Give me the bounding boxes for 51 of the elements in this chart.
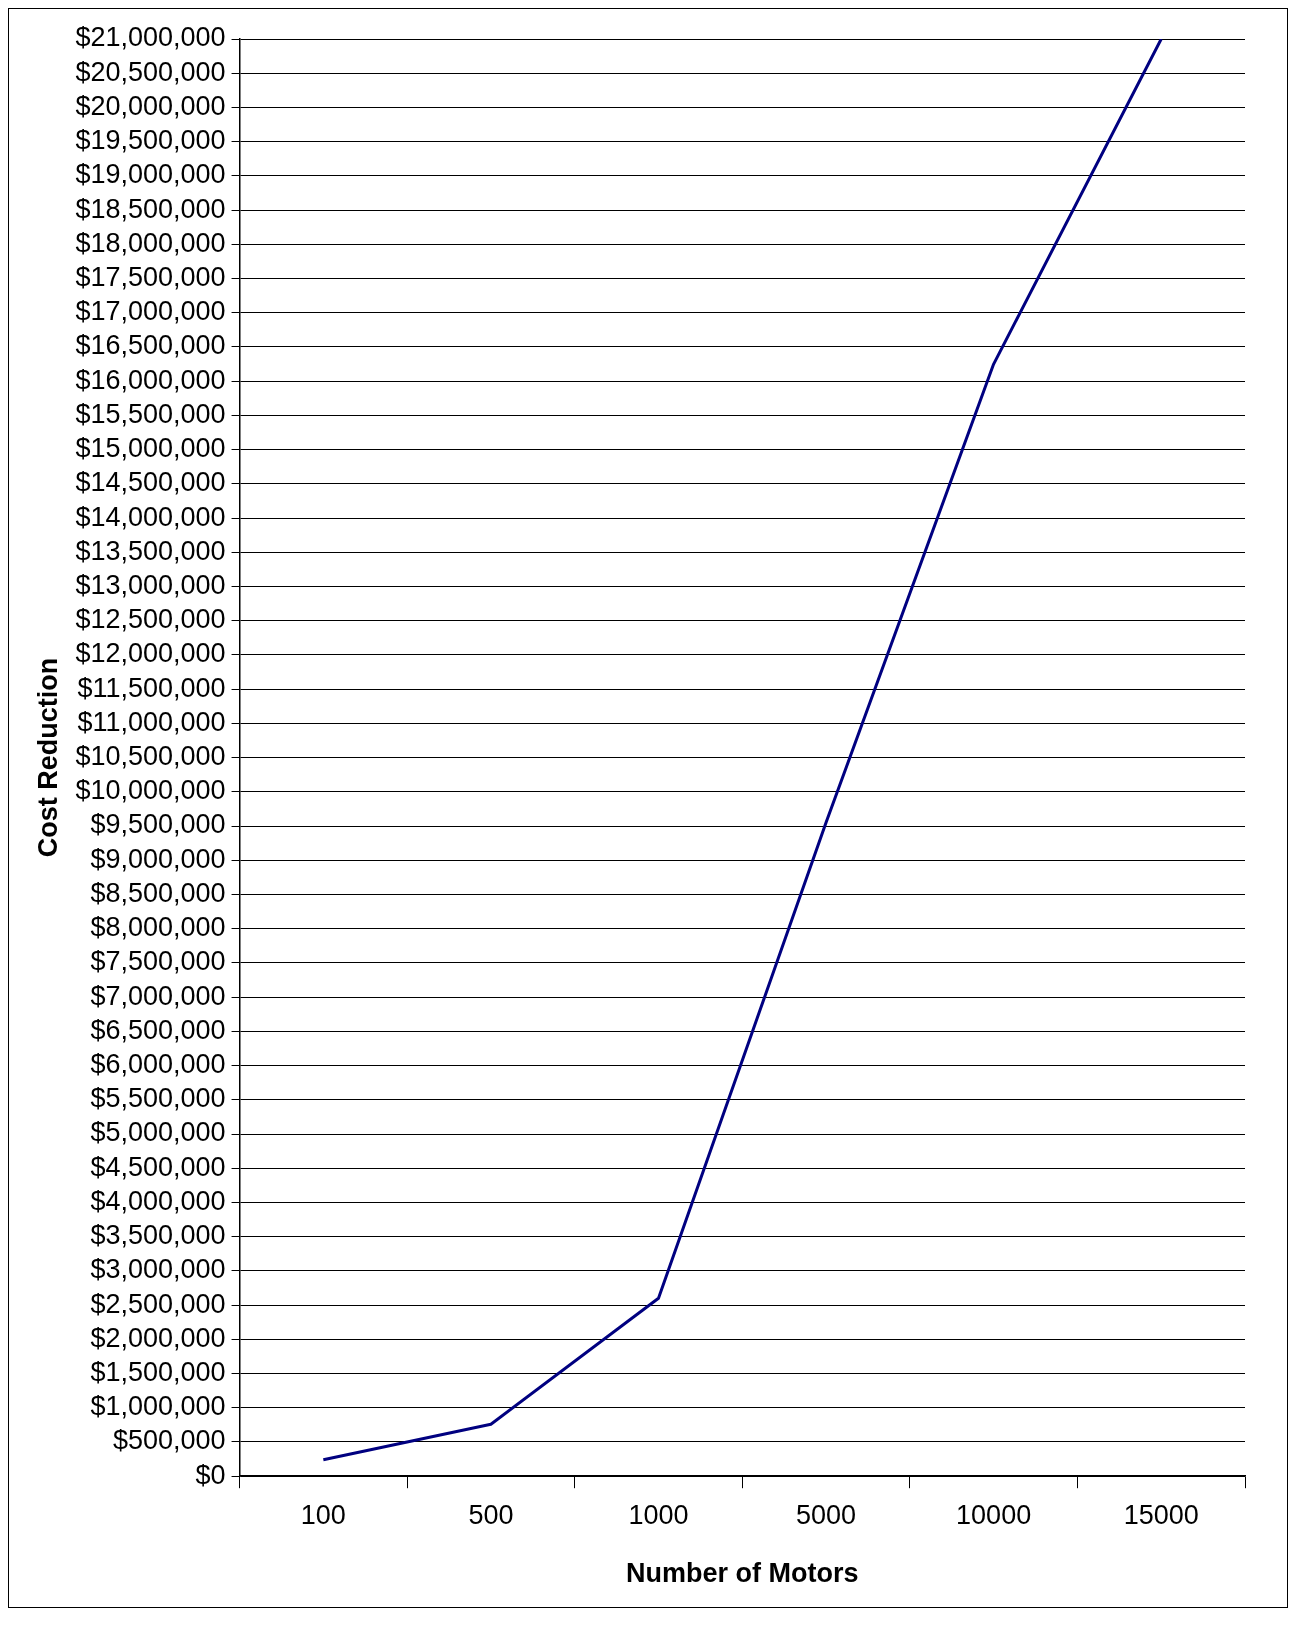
y-tick-label: $6,000,000 (90, 1049, 226, 1080)
y-tick-label: $9,000,000 (90, 843, 226, 874)
y-tick-label: $19,000,000 (75, 159, 226, 190)
y-tick-label: $14,000,000 (75, 501, 226, 532)
y-tick-label: $18,500,000 (75, 193, 226, 224)
x-tick-label: 5000 (796, 1499, 857, 1530)
y-tick-label: $15,000,000 (75, 433, 226, 464)
y-tick-label: $8,500,000 (90, 877, 226, 908)
y-tick-label: $16,500,000 (75, 330, 226, 361)
y-tick-label: $7,000,000 (90, 980, 226, 1011)
x-tick-label: 15000 (1123, 1499, 1199, 1530)
y-tick-label: $4,500,000 (90, 1151, 226, 1182)
y-tick-label: $12,500,000 (75, 604, 226, 635)
y-tick-label: $13,500,000 (75, 535, 226, 566)
y-tick-label: $14,500,000 (75, 467, 226, 498)
y-tick-label: $16,000,000 (75, 364, 226, 395)
y-tick-label: $3,500,000 (90, 1220, 226, 1251)
y-tick-label: $0 (195, 1459, 226, 1490)
y-tick-label: $20,000,000 (75, 90, 226, 121)
y-tick-label: $2,500,000 (90, 1288, 226, 1319)
y-tick-label: $10,000,000 (75, 775, 226, 806)
y-tick-label: $20,500,000 (75, 56, 226, 87)
y-tick-label: $15,500,000 (75, 398, 226, 429)
x-tick-label: 500 (468, 1499, 514, 1530)
y-tick-label: $3,000,000 (90, 1254, 226, 1285)
x-tick-label: 1000 (628, 1499, 689, 1530)
y-tick-label: $4,000,000 (90, 1185, 226, 1216)
y-tick-label: $1,500,000 (90, 1357, 226, 1387)
y-tick-label: $5,500,000 (90, 1083, 226, 1114)
y-tick-label: $12,000,000 (75, 638, 226, 669)
y-tick-label: $5,000,000 (90, 1117, 226, 1148)
y-tick-label: $2,000,000 (90, 1322, 226, 1353)
y-tick-label: $8,000,000 (90, 912, 226, 943)
y-tick-label: $17,500,000 (75, 261, 226, 292)
y-tick-label: $11,500,000 (77, 672, 226, 703)
y-tick-label: $6,500,000 (90, 1014, 226, 1045)
x-axis-title: Number of Motors (626, 1558, 859, 1589)
y-tick-label: $9,500,000 (90, 809, 226, 840)
y-tick-label: $18,000,000 (75, 227, 226, 258)
y-tick-label: $11,000,000 (77, 706, 226, 737)
y-tick-label: $19,500,000 (75, 125, 226, 156)
y-tick-label: $7,500,000 (90, 946, 226, 977)
y-tick-label: $17,000,000 (75, 296, 226, 327)
y-axis-title: Cost Reduction (32, 657, 63, 858)
y-tick-label: $1,000,000 (90, 1391, 226, 1422)
y-tick-label: $10,500,000 (75, 741, 226, 772)
y-tick-label: $21,000,000 (75, 22, 226, 53)
y-tick-label: $500,000 (112, 1425, 226, 1456)
x-tick-label: 100 (300, 1499, 346, 1530)
y-tick-label: $13,000,000 (75, 569, 226, 600)
x-tick-label: 10000 (956, 1499, 1032, 1530)
